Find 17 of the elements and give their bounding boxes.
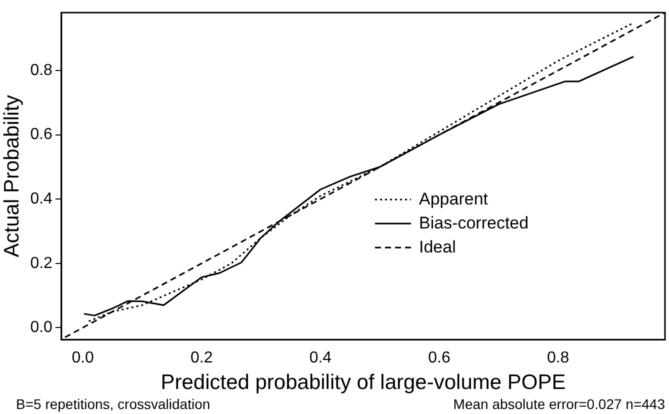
y-tick-label: 0.6 [30, 126, 53, 144]
y-tick-label: 0.0 [30, 319, 53, 336]
y-axis-title: Actual Probability [0, 94, 24, 258]
x-tick-label: 0.8 [546, 350, 570, 367]
text: Mean absolute error=0.027 n=443 [453, 396, 666, 412]
x-tick-label: 0.4 [309, 350, 332, 367]
text: B=5 repetitions, crossvalidation [16, 396, 210, 412]
legend-label: Ideal [419, 237, 456, 256]
y-tick-label: 0.4 [30, 190, 53, 208]
legend-label: Apparent [419, 189, 488, 208]
y-tick-label: 0.8 [30, 62, 53, 79]
legend-label: Bias-corrected [419, 213, 529, 232]
y-tick-label: 0.2 [30, 254, 53, 272]
x-axis-title: Predicted probability of large-volume POPE [160, 371, 566, 394]
x-tick-label: 0.2 [190, 350, 213, 367]
x-tick-label: 0.0 [72, 350, 94, 367]
x-tick-label: 0.6 [428, 350, 450, 367]
